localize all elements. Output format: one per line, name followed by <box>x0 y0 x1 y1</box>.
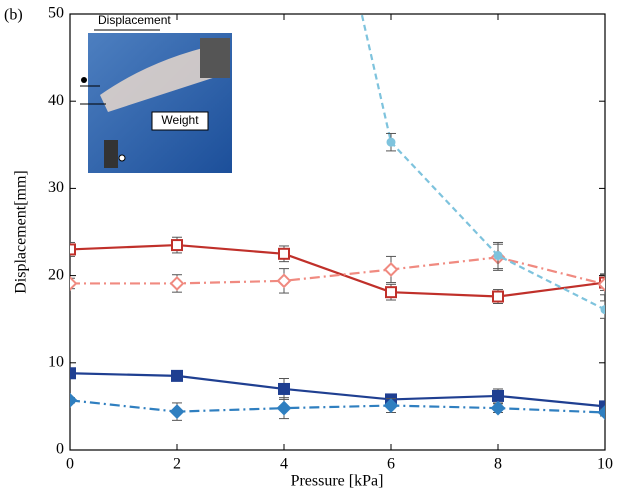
x-axis-label: Pressure [kPa] <box>291 473 384 490</box>
x-tick-label: 10 <box>597 456 613 473</box>
y-tick-label: 0 <box>56 441 64 458</box>
inset-label: Displacement <box>98 13 171 27</box>
marker <box>493 251 503 261</box>
x-tick-label: 0 <box>66 456 74 473</box>
x-tick-label: 4 <box>280 456 288 473</box>
series-line <box>70 243 605 298</box>
marker <box>276 273 292 289</box>
marker <box>597 405 605 420</box>
y-tick-label: 40 <box>48 92 64 109</box>
marker <box>169 276 185 291</box>
x-tick-label: 8 <box>494 456 502 473</box>
marker-dot <box>81 77 87 83</box>
marker <box>70 392 78 408</box>
marker <box>70 367 76 380</box>
marker <box>278 382 290 395</box>
marker <box>597 276 605 292</box>
x-tick-label: 6 <box>387 456 395 473</box>
marker <box>70 276 78 291</box>
marker <box>276 400 292 416</box>
error-bar <box>70 277 75 290</box>
x-tick-label: 2 <box>173 456 181 473</box>
marker <box>386 137 396 147</box>
error-bar <box>70 241 75 257</box>
inset-label: Weight <box>161 113 199 127</box>
marker <box>70 243 76 256</box>
marker <box>383 262 399 277</box>
marker-dot <box>118 154 126 162</box>
y-tick-label: 20 <box>48 266 64 283</box>
marker <box>599 400 605 413</box>
error-bar <box>600 274 605 291</box>
marker <box>278 247 290 260</box>
series-line <box>70 256 605 286</box>
marker <box>171 239 183 252</box>
marker <box>492 389 504 402</box>
marker <box>383 398 399 413</box>
panel-label: (b) <box>4 7 23 24</box>
y-axis-label: Displacement[mm] <box>13 170 30 294</box>
y-tick-label: 30 <box>48 179 64 196</box>
label-box <box>151 111 209 131</box>
error-bar <box>600 273 605 296</box>
marker <box>171 369 183 382</box>
y-tick-label: 50 <box>48 5 64 22</box>
actuator <box>100 45 222 112</box>
marker <box>600 305 605 315</box>
fixture <box>200 38 230 78</box>
marker <box>385 286 397 299</box>
marker <box>490 400 506 416</box>
error-bar <box>600 300 605 319</box>
marker <box>492 290 504 303</box>
weight <box>104 140 118 168</box>
plot-frame <box>69 13 606 451</box>
series-line <box>70 372 605 408</box>
plot-area <box>70 14 605 421</box>
marker <box>169 404 185 420</box>
inset-photo: Displacement Weight <box>80 13 232 173</box>
series-line <box>70 399 605 414</box>
y-tick-label: 10 <box>48 353 64 370</box>
